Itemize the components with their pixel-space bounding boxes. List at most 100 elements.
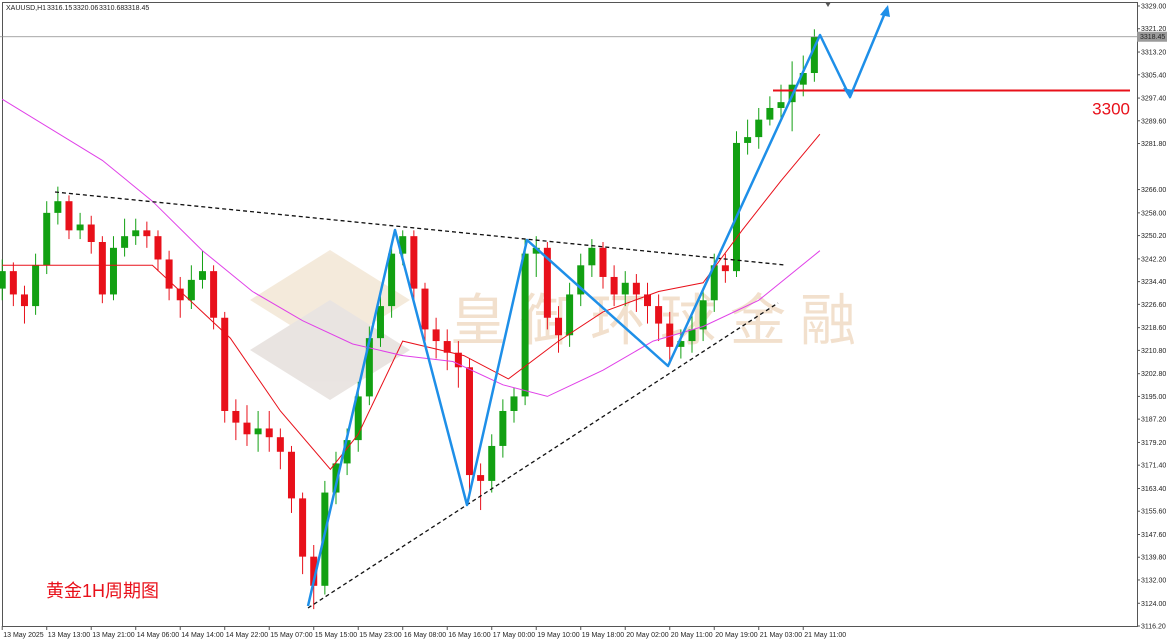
x-tick-label: 17 May 00:00: [493, 632, 536, 639]
y-tick-label: 3226.60: [1141, 302, 1166, 309]
x-tick-label: 14 May 22:00: [226, 632, 269, 639]
candle-body: [543, 247, 551, 318]
y-tick-label: 3147.60: [1141, 532, 1166, 539]
candle-body: [666, 323, 674, 347]
y-tick-label: 3210.80: [1141, 348, 1166, 355]
header-open: 3316.15: [47, 5, 72, 12]
x-tick-label: 16 May 08:00: [404, 632, 447, 639]
y-tick-label: 3202.80: [1141, 371, 1166, 378]
x-tick-label: 14 May 14:00: [181, 632, 224, 639]
candle-body: [32, 265, 40, 307]
drawings: [54, 2, 890, 609]
y-tick-label: 3266.00: [1141, 187, 1166, 194]
candle-body: [376, 306, 384, 339]
y-tick-label: 3163.40: [1141, 486, 1166, 493]
candle-body: [755, 119, 763, 138]
candle-body: [221, 317, 229, 411]
y-tick-label: 3242.20: [1141, 256, 1166, 263]
y-tick-label: 3116.20: [1141, 624, 1166, 631]
x-tick-label: 13 May 2025: [3, 632, 44, 639]
candle-body: [287, 451, 295, 499]
candle-body: [477, 475, 485, 481]
y-tick-label: 3132.00: [1141, 577, 1166, 584]
candle-body: [0, 271, 6, 289]
x-tick-label: 20 May 11:00: [671, 632, 713, 639]
candle-body: [365, 338, 373, 397]
header-close: 3318.45: [124, 5, 149, 12]
x-tick-label: 21 May 03:00: [760, 632, 803, 639]
candle-body: [109, 247, 117, 295]
candle-body: [176, 288, 184, 301]
candle-body: [766, 107, 774, 120]
candle-body: [165, 259, 173, 289]
candle-body: [744, 137, 752, 143]
resistance-trendline: [54, 191, 786, 266]
candle-body: [566, 294, 574, 336]
candle-body: [187, 279, 195, 301]
candle-body: [265, 428, 273, 438]
x-tick-label: 20 May 02:00: [626, 632, 669, 639]
candle-body: [732, 142, 740, 272]
candle-body: [243, 422, 251, 435]
x-tick-label: 16 May 16:00: [448, 632, 491, 639]
candle-body: [210, 271, 218, 318]
y-tick-label: 3218.60: [1141, 325, 1166, 332]
marker: [825, 2, 831, 7]
x-tick-label: 13 May 21:00: [92, 632, 135, 639]
candle-body: [443, 341, 451, 353]
candle-body: [621, 282, 629, 295]
candle-body: [510, 396, 518, 411]
y-tick-label: 3234.40: [1141, 279, 1166, 286]
y-tick-label: 3155.60: [1141, 509, 1166, 516]
candle-body: [54, 201, 62, 213]
candle-body: [43, 212, 51, 266]
y-tick-label: 3179.20: [1141, 440, 1166, 447]
candle-body: [198, 271, 206, 280]
candle-body: [810, 36, 818, 74]
candle-body: [499, 410, 507, 446]
candle-body: [232, 410, 240, 423]
candle-body: [354, 396, 362, 441]
x-tick-label: 21 May 11:00: [804, 632, 846, 639]
level-label: 3300: [1092, 99, 1130, 118]
candle-body: [321, 492, 329, 586]
candle-body: [421, 288, 429, 330]
candle-body: [588, 247, 596, 266]
y-tick-label: 3195.00: [1141, 394, 1166, 401]
candle-body: [677, 341, 685, 347]
candle-body: [98, 241, 106, 295]
candle-body: [254, 428, 262, 435]
x-tick-label: 20 May 19:00: [715, 632, 758, 639]
x-tick-label: 19 May 18:00: [582, 632, 625, 639]
y-tick-label: 3289.60: [1141, 118, 1166, 125]
candle-body: [799, 73, 807, 85]
candle-body: [532, 247, 540, 254]
plot-frame: [2, 2, 1138, 627]
arrowhead: [843, 88, 853, 99]
candle-body: [410, 236, 418, 289]
x-tick-label: 13 May 13:00: [48, 632, 91, 639]
y-tick-label: 3250.20: [1141, 233, 1166, 240]
candle-body: [777, 102, 785, 108]
y-tick-label: 3258.00: [1141, 210, 1166, 217]
candle-body: [632, 282, 640, 295]
candle-body: [76, 224, 84, 231]
candle-body: [721, 265, 729, 272]
y-tick-label: 3297.40: [1141, 96, 1166, 103]
chart-annotation: 黄金1H周期图: [46, 581, 159, 601]
price-label-box: [1137, 31, 1167, 42]
x-tick-label: 15 May 23:00: [359, 632, 402, 639]
y-tick-label: 3321.20: [1141, 26, 1166, 33]
candle-body: [310, 556, 318, 586]
x-tick-label: 15 May 15:00: [315, 632, 358, 639]
y-tick-label: 3187.20: [1141, 417, 1166, 424]
arrowhead: [880, 5, 890, 17]
y-tick-label: 3329.00: [1141, 4, 1166, 11]
y-tick-label: 3124.00: [1141, 601, 1166, 608]
candle-body: [432, 329, 440, 342]
y-tick-label: 3281.80: [1141, 141, 1166, 148]
moving-average: [2, 133, 821, 471]
marks: 3329.00 3321.20 3313.20 3305.40 3297.40 3289.…: [0, 4, 1167, 639]
